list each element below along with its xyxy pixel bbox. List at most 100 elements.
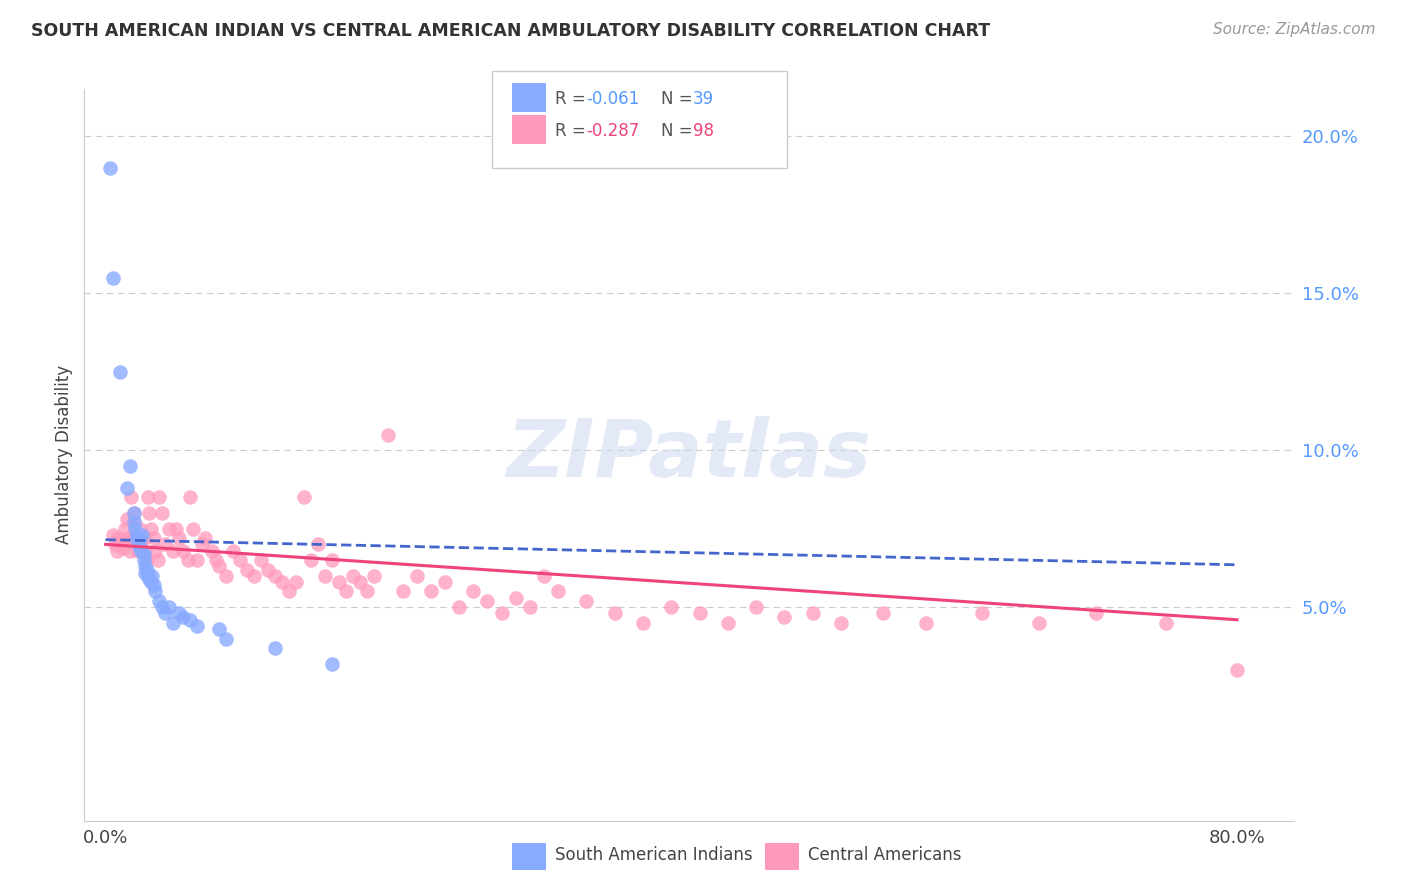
Point xyxy=(115,512,138,526)
Point xyxy=(107,531,129,545)
Point xyxy=(229,553,252,567)
Point xyxy=(321,553,343,567)
Point xyxy=(167,531,190,545)
Point xyxy=(131,528,153,542)
Point xyxy=(405,568,427,582)
Point xyxy=(299,553,322,567)
Point xyxy=(139,522,162,536)
Point xyxy=(533,568,555,582)
Point xyxy=(143,543,166,558)
Point xyxy=(122,516,145,530)
Point xyxy=(132,531,155,545)
Point xyxy=(165,522,187,536)
Point xyxy=(292,491,315,505)
Point xyxy=(186,619,208,633)
Text: 98: 98 xyxy=(693,122,714,140)
Text: SOUTH AMERICAN INDIAN VS CENTRAL AMERICAN AMBULATORY DISABILITY CORRELATION CHAR: SOUTH AMERICAN INDIAN VS CENTRAL AMERICA… xyxy=(31,22,990,40)
Point xyxy=(128,531,150,545)
Point xyxy=(773,609,796,624)
Point xyxy=(114,522,136,536)
Point xyxy=(186,553,208,567)
Point xyxy=(127,537,149,551)
Point xyxy=(134,543,156,558)
Text: ZIPatlas: ZIPatlas xyxy=(506,416,872,494)
Text: 39: 39 xyxy=(693,90,714,108)
Point xyxy=(215,568,238,582)
Point xyxy=(419,584,441,599)
Point xyxy=(142,531,165,545)
Point xyxy=(108,365,131,379)
Point xyxy=(349,575,371,590)
Point xyxy=(689,607,711,621)
Point xyxy=(222,543,245,558)
Text: R =: R = xyxy=(555,122,592,140)
Text: -0.287: -0.287 xyxy=(586,122,640,140)
Point xyxy=(153,537,176,551)
Point xyxy=(148,491,170,505)
Point xyxy=(150,600,173,615)
Text: R =: R = xyxy=(555,90,592,108)
Point xyxy=(250,553,273,567)
Point xyxy=(136,568,159,582)
Point xyxy=(172,543,194,558)
Point xyxy=(117,531,139,545)
Point xyxy=(801,607,824,621)
Point xyxy=(356,584,378,599)
Point xyxy=(108,534,131,549)
Point xyxy=(278,584,301,599)
Point xyxy=(162,615,184,630)
Point xyxy=(157,600,180,615)
Point xyxy=(122,516,145,530)
Point xyxy=(972,607,994,621)
Point xyxy=(124,522,146,536)
Point xyxy=(101,528,124,542)
Point xyxy=(121,534,143,549)
Point xyxy=(193,531,215,545)
Point xyxy=(745,600,768,615)
Point xyxy=(105,543,128,558)
Point xyxy=(179,491,201,505)
Text: Central Americans: Central Americans xyxy=(808,847,962,864)
Point xyxy=(146,553,169,567)
Point xyxy=(172,609,194,624)
Point xyxy=(264,640,287,655)
Point xyxy=(176,553,198,567)
Point xyxy=(125,537,148,551)
Point xyxy=(1154,615,1177,630)
Point xyxy=(115,481,138,495)
Point xyxy=(157,522,180,536)
Point xyxy=(134,559,156,574)
Point xyxy=(335,584,357,599)
Point xyxy=(153,607,176,621)
Point xyxy=(1028,615,1050,630)
Point xyxy=(236,562,259,576)
Point xyxy=(872,607,894,621)
Point xyxy=(136,491,159,505)
Point xyxy=(124,528,146,542)
Point xyxy=(122,506,145,520)
Point xyxy=(141,568,163,582)
Point xyxy=(129,534,152,549)
Point xyxy=(179,613,201,627)
Point xyxy=(342,568,364,582)
Point xyxy=(477,594,499,608)
Point xyxy=(122,506,145,520)
Point xyxy=(215,632,238,646)
Point xyxy=(132,547,155,561)
Point xyxy=(205,553,228,567)
Point xyxy=(120,491,142,505)
Point xyxy=(491,607,513,621)
Point xyxy=(118,458,141,473)
Point xyxy=(377,427,399,442)
Point xyxy=(328,575,350,590)
Point xyxy=(143,584,166,599)
Point xyxy=(138,572,160,586)
Point xyxy=(659,600,682,615)
Point xyxy=(138,506,160,520)
Point xyxy=(167,607,190,621)
Point xyxy=(101,270,124,285)
Point xyxy=(128,522,150,536)
Point xyxy=(208,622,231,636)
Point xyxy=(449,600,471,615)
Point xyxy=(830,615,852,630)
